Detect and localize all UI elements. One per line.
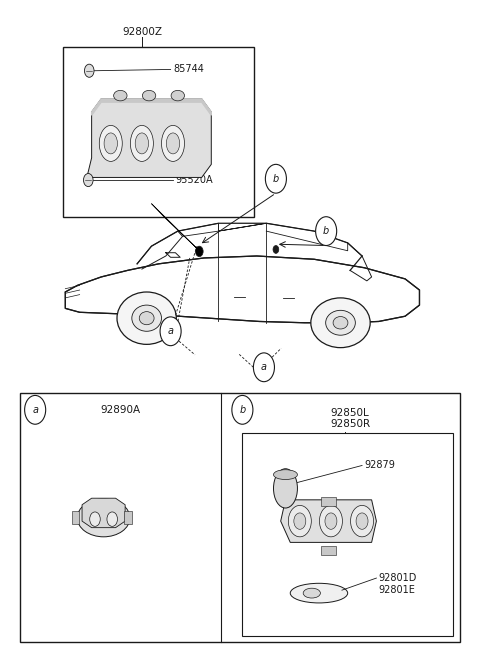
Ellipse shape <box>143 91 156 101</box>
Ellipse shape <box>135 133 149 154</box>
Circle shape <box>265 165 287 193</box>
Circle shape <box>24 396 46 424</box>
Ellipse shape <box>77 499 130 537</box>
Text: 92850L: 92850L <box>331 408 370 418</box>
Polygon shape <box>92 99 211 115</box>
Ellipse shape <box>274 469 298 508</box>
Circle shape <box>84 64 94 77</box>
Circle shape <box>84 173 93 186</box>
Text: b: b <box>239 405 245 415</box>
Polygon shape <box>281 500 376 543</box>
Ellipse shape <box>325 310 355 335</box>
Ellipse shape <box>303 588 321 598</box>
Ellipse shape <box>350 505 373 537</box>
Text: 95520A: 95520A <box>175 175 213 185</box>
FancyBboxPatch shape <box>321 497 336 506</box>
Ellipse shape <box>131 125 154 161</box>
Ellipse shape <box>288 505 312 537</box>
Ellipse shape <box>166 133 180 154</box>
Text: 92801D: 92801D <box>379 573 417 583</box>
Ellipse shape <box>107 512 118 526</box>
Ellipse shape <box>99 125 122 161</box>
Ellipse shape <box>139 312 154 325</box>
Polygon shape <box>82 498 125 527</box>
Ellipse shape <box>171 91 184 101</box>
Text: 92890A: 92890A <box>100 405 141 415</box>
Text: 92801E: 92801E <box>379 585 416 595</box>
FancyBboxPatch shape <box>242 433 453 636</box>
Text: 92800Z: 92800Z <box>122 27 162 37</box>
FancyBboxPatch shape <box>20 394 460 642</box>
FancyBboxPatch shape <box>124 511 132 524</box>
Text: 85744: 85744 <box>173 64 204 74</box>
Text: b: b <box>323 226 329 236</box>
Ellipse shape <box>114 91 127 101</box>
Ellipse shape <box>325 513 337 529</box>
Circle shape <box>160 317 181 346</box>
Ellipse shape <box>104 133 118 154</box>
Ellipse shape <box>117 292 176 344</box>
Circle shape <box>232 396 253 424</box>
Text: a: a <box>168 326 174 337</box>
Circle shape <box>195 246 203 256</box>
Text: b: b <box>273 174 279 184</box>
Ellipse shape <box>290 583 348 603</box>
Ellipse shape <box>132 305 161 331</box>
FancyBboxPatch shape <box>321 546 336 555</box>
Ellipse shape <box>90 512 100 526</box>
Text: a: a <box>32 405 38 415</box>
Circle shape <box>273 245 279 253</box>
Ellipse shape <box>311 298 370 348</box>
Text: 92850R: 92850R <box>330 419 370 429</box>
Ellipse shape <box>356 513 368 529</box>
Ellipse shape <box>274 470 298 480</box>
Circle shape <box>316 216 336 245</box>
FancyBboxPatch shape <box>63 47 254 216</box>
Ellipse shape <box>320 505 342 537</box>
Ellipse shape <box>333 317 348 329</box>
Ellipse shape <box>294 513 306 529</box>
Circle shape <box>253 353 275 382</box>
Text: 92879: 92879 <box>364 461 396 470</box>
Polygon shape <box>152 203 199 251</box>
Polygon shape <box>87 99 211 177</box>
FancyBboxPatch shape <box>72 511 79 524</box>
Polygon shape <box>65 256 420 323</box>
Text: a: a <box>261 362 267 372</box>
Ellipse shape <box>161 125 184 161</box>
